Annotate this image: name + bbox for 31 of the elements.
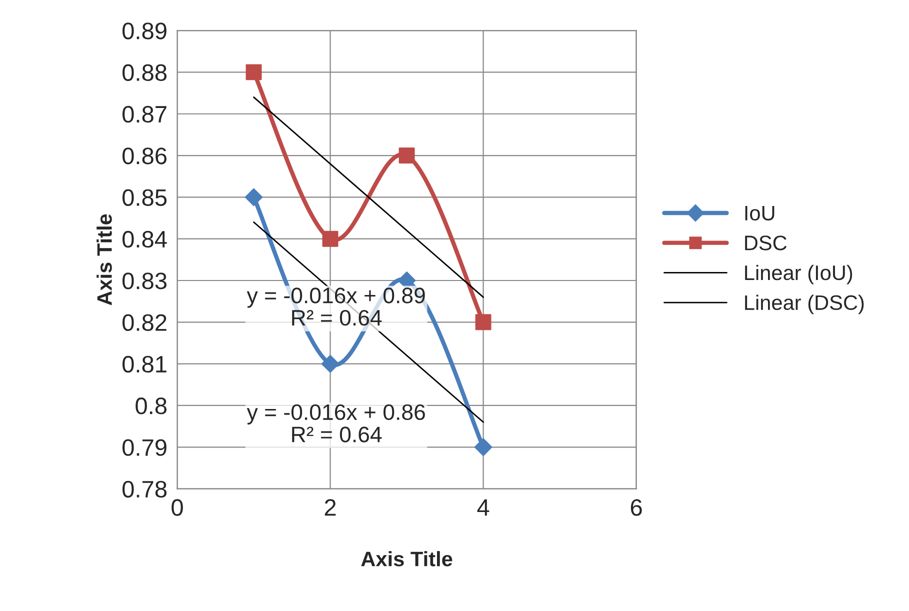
y-tick-label: 0.87 bbox=[122, 106, 166, 123]
y-tick-label: 0.78 bbox=[122, 480, 167, 498]
y-tick-label: 0.84 bbox=[122, 230, 167, 248]
y-tick-label: 0.82 bbox=[122, 314, 166, 331]
point bbox=[322, 230, 338, 247]
y-tick-label: 0.89 bbox=[122, 22, 166, 40]
point bbox=[474, 438, 492, 456]
point bbox=[246, 64, 262, 80]
point bbox=[321, 354, 340, 373]
annotation: y = -0.016x + 0.86 R² = 0.64 bbox=[246, 404, 425, 442]
y-tick-label: 0.81 bbox=[122, 356, 166, 373]
y-tick-label: 0.79 bbox=[122, 439, 166, 456]
x-tick-label: 0 bbox=[172, 499, 183, 516]
x-tick-label: 2 bbox=[324, 499, 336, 516]
point bbox=[244, 188, 263, 206]
legend-label: Linear (IoU) bbox=[745, 264, 852, 284]
legend-label: Linear (DSC) bbox=[745, 294, 864, 314]
legend-label: IoU bbox=[745, 206, 774, 221]
y-tick-label: 0.88 bbox=[122, 64, 167, 81]
point bbox=[475, 314, 492, 330]
y-tick-label: 0.86 bbox=[122, 148, 166, 164]
legend-label: DSC bbox=[745, 236, 787, 250]
x-tick-label: 6 bbox=[630, 499, 642, 516]
x-tick-label: 4 bbox=[477, 499, 490, 516]
y-tick-label: 0.8 bbox=[136, 398, 167, 414]
y-tick-label: 0.83 bbox=[122, 272, 166, 290]
annotation: y = -0.016x + 0.89 R² = 0.64 bbox=[246, 288, 425, 326]
point bbox=[398, 148, 415, 164]
y-axis-title: Axis Title bbox=[96, 214, 112, 306]
y-tick-label: 0.85 bbox=[122, 189, 167, 206]
x-axis-title: Axis Title bbox=[361, 551, 452, 566]
